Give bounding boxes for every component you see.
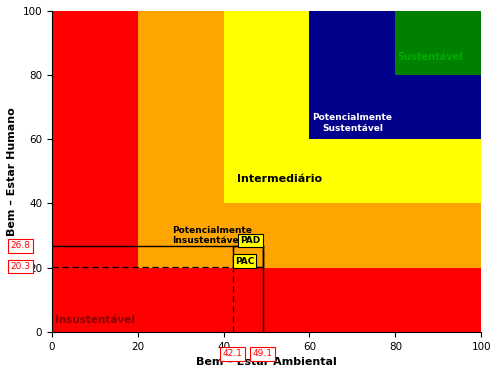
Bar — [233, 246, 262, 267]
Text: 42.1: 42.1 — [223, 349, 243, 358]
Bar — [395, 11, 481, 75]
Text: Insustentável: Insustentável — [55, 315, 135, 325]
X-axis label: Bem – Estar Ambiental: Bem – Estar Ambiental — [196, 357, 337, 367]
Bar — [233, 246, 262, 267]
Text: Potencialmente
Sustentável: Potencialmente Sustentável — [312, 113, 392, 133]
Bar — [309, 11, 481, 139]
Bar — [224, 11, 481, 203]
Text: Sustentável: Sustentável — [397, 52, 463, 62]
Text: PAD: PAD — [240, 236, 260, 245]
Text: 26.8: 26.8 — [10, 241, 30, 250]
Text: Intermediário: Intermediário — [237, 174, 322, 184]
Text: 20.3: 20.3 — [10, 262, 30, 271]
Y-axis label: Bem – Estar Humano: Bem – Estar Humano — [7, 107, 17, 236]
Text: Potencialmente
Insustentável: Potencialmente Insustentável — [172, 226, 252, 245]
Bar — [138, 11, 481, 268]
Text: PAC: PAC — [235, 257, 254, 266]
Text: 49.1: 49.1 — [252, 349, 273, 358]
